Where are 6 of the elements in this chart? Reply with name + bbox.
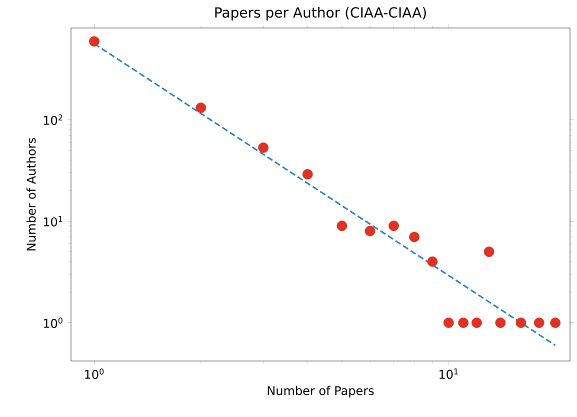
- y-tick-label: 10$^{1}$: [44, 216, 62, 226]
- y-tick-label: 10$^{2}$: [44, 114, 62, 125]
- x-axis-title: Number of Papers: [268, 386, 374, 398]
- y-tick-label: 10$^{0}$: [44, 318, 62, 328]
- chart-title: Papers per Author (CIAA-CIAA): [215, 6, 426, 20]
- y-axis-title: Number of Authors: [26, 138, 36, 250]
